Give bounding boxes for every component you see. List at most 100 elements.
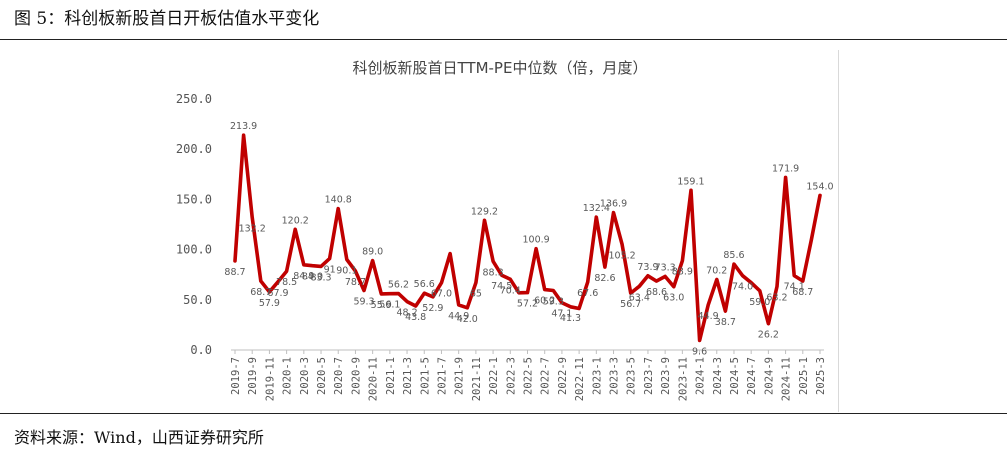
- data-label: 60.2: [534, 296, 555, 307]
- x-tick-label: 2022-11: [574, 357, 586, 401]
- data-label: 56.7: [620, 299, 641, 310]
- data-label: 159.1: [677, 176, 704, 187]
- x-tick-label: 2024-1: [695, 357, 707, 395]
- line-chart: 科创板新股首日TTM-PE中位数（倍，月度） 0.0 50.0 100.0 150.0…: [176, 59, 834, 401]
- data-label: 57.2: [517, 299, 538, 310]
- data-label: 154.0: [806, 181, 833, 192]
- x-tick-label: 2021-11: [471, 357, 483, 401]
- data-label: 136.9: [600, 199, 627, 210]
- x-tick-label: 2021-7: [436, 357, 448, 395]
- x-tick-label: 2024-3: [712, 357, 724, 395]
- data-label: 47.1: [551, 309, 572, 320]
- data-label: 44.9: [448, 311, 469, 322]
- x-tick-label: 2020-5: [316, 357, 328, 395]
- data-label: 63.4: [629, 292, 650, 303]
- data-label: 48.2: [396, 308, 417, 319]
- data-label: 74.0: [732, 282, 753, 293]
- data-label: 84.9: [293, 271, 314, 282]
- data-label: 70.4: [500, 285, 521, 296]
- data-label: 78.5: [276, 277, 297, 288]
- data-label: 43.8: [405, 312, 426, 323]
- x-tick-label: 2022-5: [523, 357, 535, 395]
- data-label: 56.1: [379, 300, 400, 311]
- data-label: 132.4: [583, 203, 610, 214]
- data-label: 91: [324, 265, 336, 276]
- data-label: 68.6: [646, 287, 667, 298]
- data-label: 59.0: [749, 297, 770, 308]
- data-label: 56.6: [414, 279, 435, 290]
- x-tick-label: 2022-3: [505, 357, 517, 395]
- chart-frame-right: [838, 50, 839, 412]
- data-label: 55.9: [371, 300, 392, 311]
- data-label: 67.9: [267, 288, 288, 299]
- x-tick-label: 2022-9: [557, 357, 569, 395]
- data-label: 56.2: [388, 280, 409, 291]
- data-label: 85.6: [723, 250, 744, 261]
- x-tick-label: 2022-1: [488, 357, 500, 395]
- figure-caption: 图 5：科创板新股首日开板估值水平变化: [14, 9, 320, 29]
- bottom-rule: [0, 413, 1007, 414]
- data-label: 52.9: [422, 303, 443, 314]
- x-tick-label: 2025-3: [815, 357, 827, 395]
- data-label: 78.7: [345, 277, 366, 288]
- data-label: 129.2: [471, 206, 498, 217]
- data-label: 9.6: [692, 346, 707, 357]
- data-label: 73.9: [637, 262, 658, 273]
- data-label: 65: [470, 289, 482, 300]
- data-label: 88.7: [224, 267, 245, 278]
- source-note: 资料来源：Wind，山西证券研究所: [14, 428, 264, 447]
- data-label: 44.9: [698, 311, 719, 322]
- y-tick-label: 50.0: [183, 293, 212, 307]
- data-label: 67.0: [431, 289, 452, 300]
- x-tick-label: 2019-11: [264, 357, 276, 401]
- x-tick-label: 2020-11: [368, 357, 380, 401]
- x-tick-label: 2021-5: [419, 357, 431, 395]
- x-tick-label: 2020-1: [282, 357, 294, 395]
- data-label: 74.5: [491, 281, 512, 292]
- y-tick-label: 150.0: [176, 192, 212, 206]
- x-tick-label: 2024-11: [781, 357, 793, 401]
- data-label: 41.3: [560, 313, 581, 324]
- data-label: 88.9: [672, 267, 693, 278]
- data-label: 63.2: [766, 293, 787, 304]
- x-tick-label: 2021-1: [385, 357, 397, 395]
- data-label: 26.2: [758, 330, 779, 341]
- x-tick-label: 2019-7: [230, 357, 242, 395]
- data-label: 38.7: [715, 317, 736, 328]
- data-label: 84.0: [302, 272, 323, 283]
- data-label: 59.3: [353, 296, 374, 307]
- data-label: 68.7: [250, 287, 271, 298]
- y-tick-label: 200.0: [176, 142, 212, 156]
- top-rule: [0, 39, 1007, 40]
- data-label: 90.1: [336, 266, 357, 277]
- data-label: 57.9: [259, 298, 280, 309]
- x-tick-label: 2022-7: [540, 357, 552, 395]
- data-label: 59.3: [543, 296, 564, 307]
- x-tick-label: 2021-3: [402, 357, 414, 395]
- x-tick-label: 2020-9: [350, 357, 362, 395]
- data-label: 70.2: [706, 266, 727, 277]
- data-label: 140.8: [325, 195, 352, 206]
- x-tick-label: 2023-3: [609, 357, 621, 395]
- x-tick-label: 2024-5: [729, 357, 741, 395]
- x-tick-label: 2024-9: [763, 357, 775, 395]
- x-tick-label: 2024-7: [746, 357, 758, 395]
- x-tick-label: 2019-9: [247, 357, 259, 395]
- chart-title: 科创板新股首日TTM-PE中位数（倍，月度）: [353, 59, 648, 77]
- data-label: 68.7: [792, 287, 813, 298]
- x-tick-label: 2023-9: [660, 357, 672, 395]
- data-label: 89.0: [362, 247, 383, 258]
- x-tick-label: 2020-3: [299, 357, 311, 395]
- y-tick-label: 100.0: [176, 243, 212, 257]
- y-tick-label: 0.0: [190, 343, 212, 357]
- series-line: [233, 133, 822, 343]
- x-tick-label: 2023-7: [643, 357, 655, 395]
- y-tick-label: 250.0: [176, 92, 212, 106]
- x-tick-label: 2020-7: [333, 357, 345, 395]
- data-label: 171.9: [772, 163, 799, 174]
- data-label: 105.2: [609, 250, 636, 261]
- data-label: 120.2: [282, 215, 309, 226]
- data-label: 74.1: [784, 282, 805, 293]
- x-tick-label: 2023-1: [591, 357, 603, 395]
- data-label: 100.9: [523, 235, 550, 246]
